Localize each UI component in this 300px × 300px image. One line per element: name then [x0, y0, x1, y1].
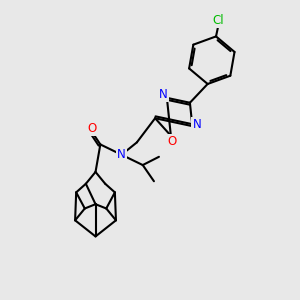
Text: O: O — [168, 134, 177, 148]
Text: N: N — [192, 118, 201, 131]
Text: Cl: Cl — [213, 14, 224, 27]
Text: N: N — [117, 148, 126, 161]
Text: O: O — [88, 122, 97, 135]
Text: N: N — [159, 88, 168, 101]
